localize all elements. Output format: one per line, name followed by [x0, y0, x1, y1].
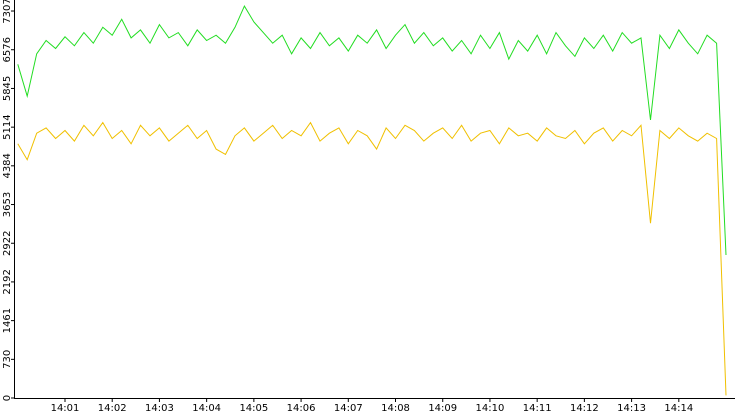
y-tick-label: 0 [2, 395, 13, 401]
y-tick-label: 6576 [2, 37, 13, 62]
y-tick-label: 2922 [2, 231, 13, 256]
y-tick-label: 1461 [2, 308, 13, 333]
x-tick-label: 14:09 [428, 403, 457, 414]
x-tick-label: 14:13 [617, 403, 646, 414]
y-tick-label: 730 [2, 350, 13, 369]
x-tick-label: 14:01 [51, 403, 80, 414]
y-tick-label: 4384 [2, 153, 13, 178]
y-tick-label: 5845 [2, 76, 13, 101]
x-tick-label: 14:06 [287, 403, 316, 414]
x-tick-label: 14:02 [98, 403, 127, 414]
x-tick-label: 14:08 [381, 403, 410, 414]
x-tick-label: 14:14 [664, 403, 693, 414]
x-tick-label: 14:10 [476, 403, 505, 414]
x-tick-label: 14:04 [192, 403, 221, 414]
y-tick-label: 3653 [2, 192, 13, 217]
y-tick-label: 2192 [2, 269, 13, 294]
x-tick-label: 14:07 [334, 403, 363, 414]
series-line [17, 121, 727, 396]
y-tick-label: 5114 [2, 114, 13, 139]
x-tick-label: 14:11 [523, 403, 552, 414]
y-tick-label: 7307 [2, 0, 13, 24]
x-tick-label: 14:05 [239, 403, 268, 414]
series-line [17, 5, 727, 256]
x-tick-label: 14:03 [145, 403, 174, 414]
x-tick-label: 14:12 [570, 403, 599, 414]
